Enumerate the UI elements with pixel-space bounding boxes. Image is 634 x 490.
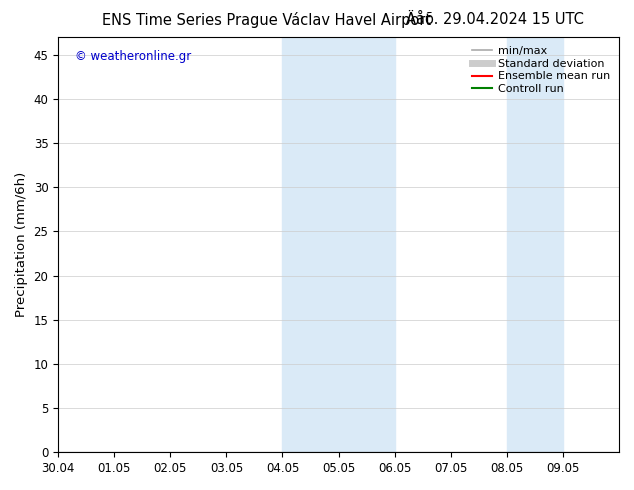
Text: ENS Time Series Prague Václav Havel Airport: ENS Time Series Prague Václav Havel Airp… xyxy=(101,12,431,28)
Legend: min/max, Standard deviation, Ensemble mean run, Controll run: min/max, Standard deviation, Ensemble me… xyxy=(469,43,614,98)
Bar xyxy=(283,37,394,452)
Bar xyxy=(507,37,563,452)
Y-axis label: Precipitation (mm/6h): Precipitation (mm/6h) xyxy=(15,172,28,318)
Text: © weatheronline.gr: © weatheronline.gr xyxy=(75,49,191,63)
Text: Äåõ. 29.04.2024 15 UTC: Äåõ. 29.04.2024 15 UTC xyxy=(406,12,583,27)
